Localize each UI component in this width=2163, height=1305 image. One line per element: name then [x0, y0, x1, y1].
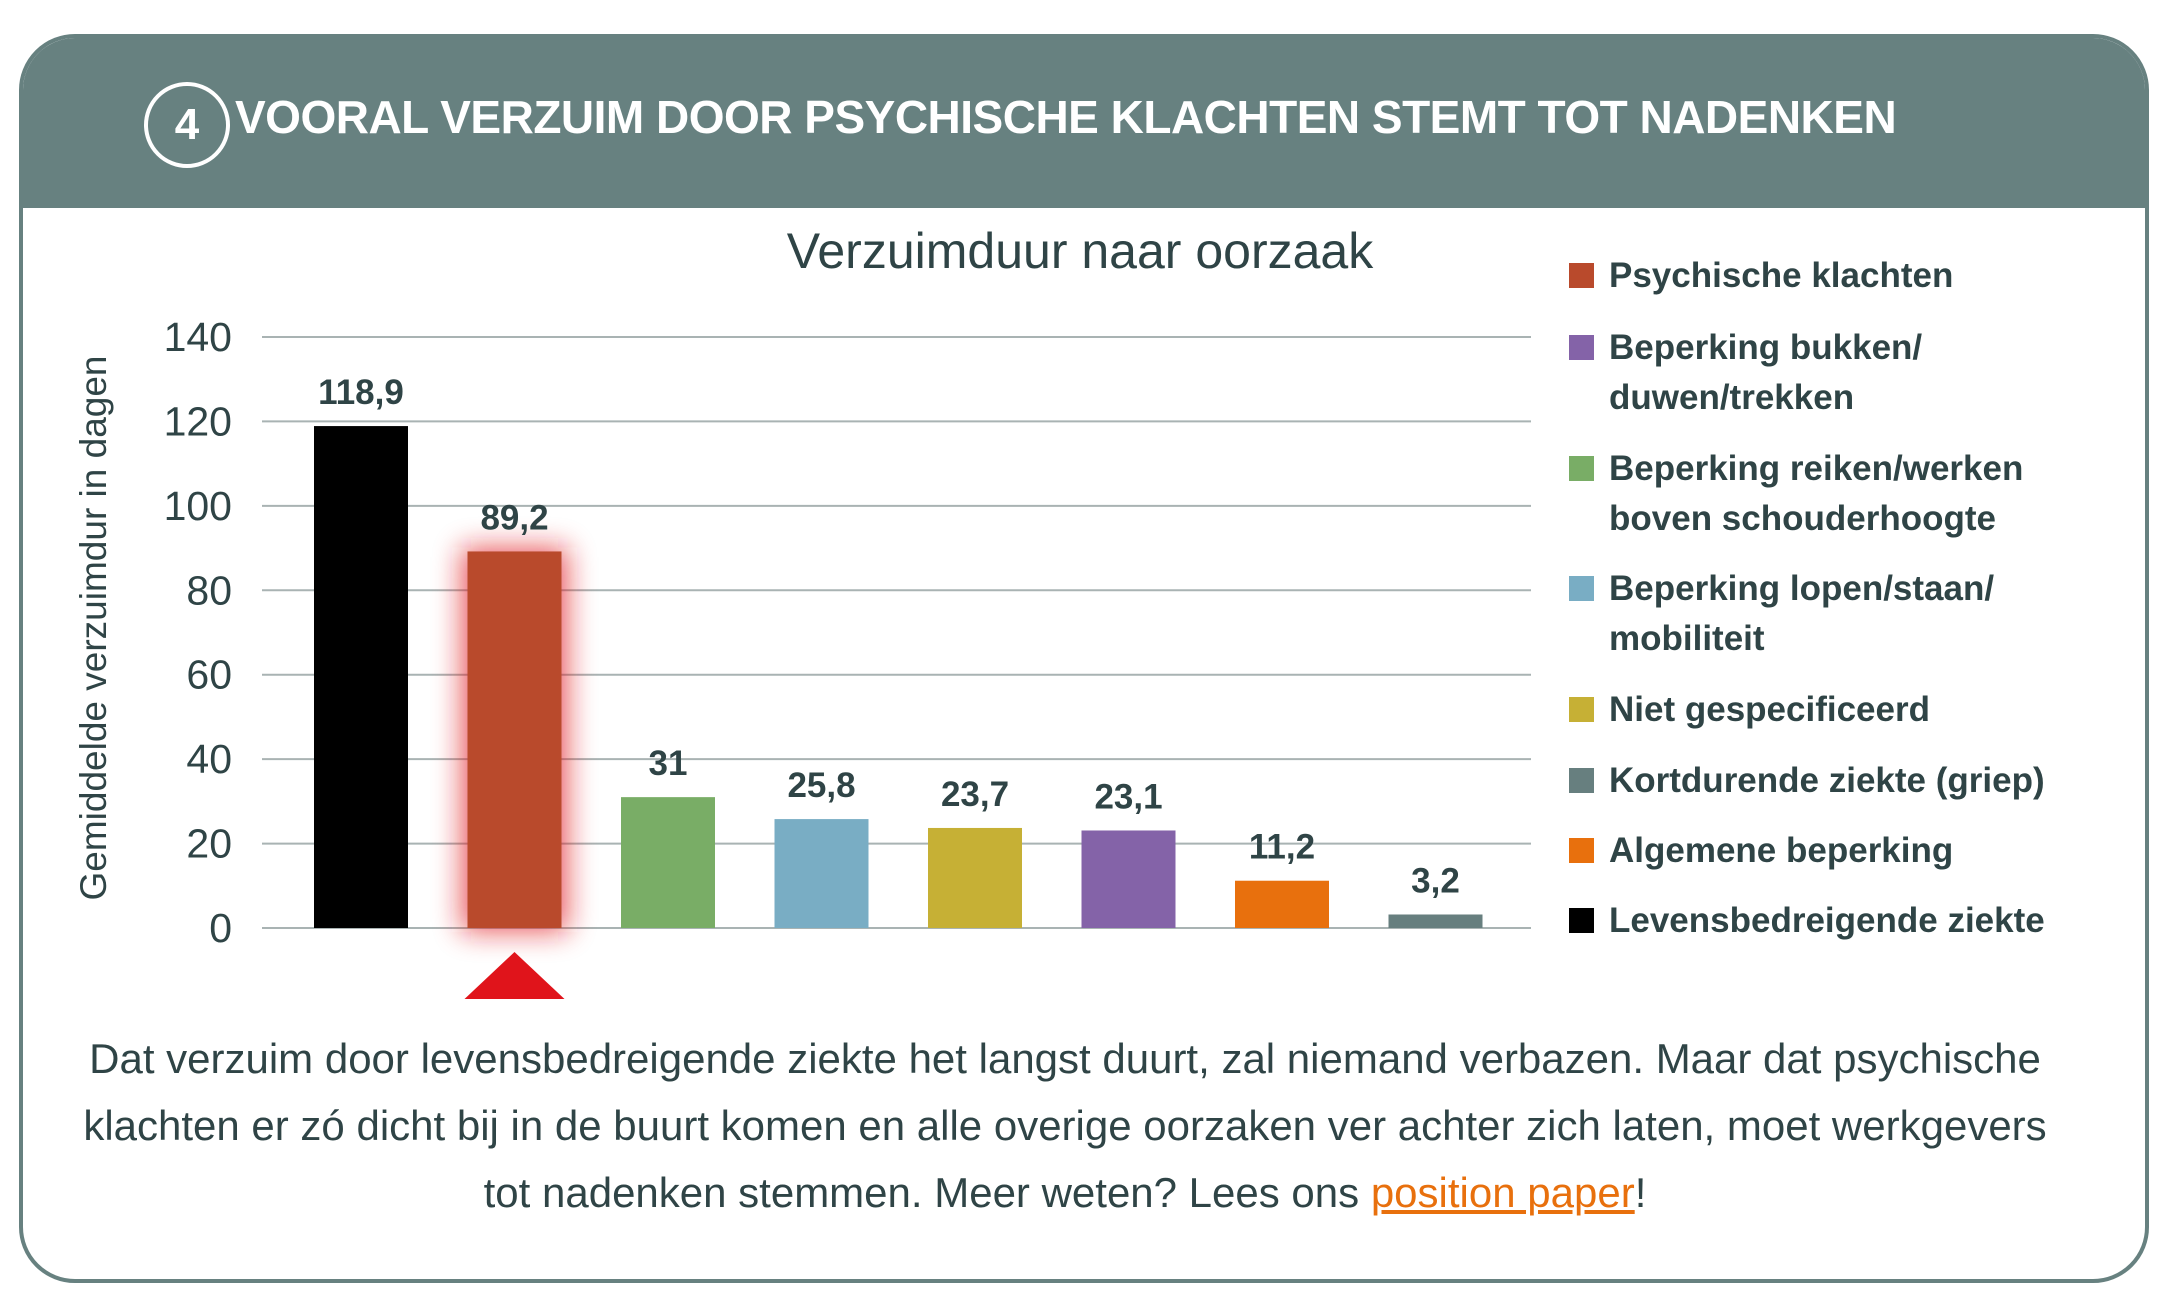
legend-swatch [1569, 456, 1594, 481]
bar [314, 426, 408, 928]
legend-swatch [1569, 576, 1594, 601]
legend-label-line: Algemene beperking [1609, 831, 1954, 870]
legend-swatch [1569, 908, 1594, 933]
footer-body: Dat verzuim door levensbedreigende ziekt… [83, 1035, 2047, 1216]
footer-text: Dat verzuim door levensbedreigende ziekt… [60, 1025, 2070, 1226]
bar [774, 819, 869, 928]
legend-label: Kortdurende ziekte (griep) [1609, 756, 2045, 806]
legend-item: Psychische klachten [1569, 251, 1953, 301]
chart-title: Verzuimduur naar oorzaak [787, 223, 1374, 279]
bar-value-label: 11,2 [1249, 828, 1315, 867]
header-title: VOORAL VERZUIM DOOR PSYCHISCHE KLACHTEN … [235, 91, 1897, 143]
legend-label-line: boven schouderhoogte [1609, 499, 1996, 538]
bar-value-label: 3,2 [1411, 861, 1460, 900]
legend-label: Psychische klachten [1609, 251, 1953, 301]
legend-label: Beperking lopen/staan/mobiliteit [1609, 564, 1994, 664]
bar-value-label: 89,2 [480, 498, 548, 537]
legend-label: Beperking reiken/werken boven schouderhoo… [1609, 444, 2023, 544]
bar-value-label: 23,7 [941, 775, 1009, 814]
legend-label: Algemene beperking [1609, 826, 1953, 876]
legend-item: Kortdurende ziekte (griep) [1569, 756, 2045, 806]
highlight-arrow-icon [464, 952, 565, 999]
legend-item: Levensbedreigende ziekte [1569, 896, 2045, 946]
legend-item: Beperking bukken/duwen/trekken [1569, 323, 1922, 423]
bar-value-label: 23,1 [1094, 777, 1162, 816]
legend-swatch [1569, 697, 1594, 722]
section-number-badge: 4 [144, 82, 230, 168]
y-tick-label: 120 [164, 398, 232, 444]
footer-end: ! [1634, 1169, 1647, 1216]
legend-item: Beperking reiken/werken boven schouderhoo… [1569, 444, 2023, 544]
bar-value-label: 25,8 [787, 766, 855, 805]
legend-label: Levensbedreigende ziekte [1609, 896, 2045, 946]
legend-swatch [1569, 335, 1594, 360]
legend-label: Beperking bukken/duwen/trekken [1609, 323, 1922, 423]
legend-label-line: Beperking bukken/ [1609, 328, 1923, 367]
bar-value-label: 31 [649, 744, 688, 783]
bar [1081, 830, 1176, 928]
y-tick-label: 40 [186, 736, 232, 782]
bar [1235, 880, 1329, 928]
y-tick-label: 60 [186, 652, 232, 698]
y-tick-label: 100 [164, 483, 232, 529]
position-paper-link[interactable]: position paper [1370, 1169, 1635, 1216]
legend-label-line: Beperking reiken/werken [1609, 449, 2024, 488]
legend-label: Niet gespecificeerd [1609, 685, 1930, 735]
y-tick-label: 140 [164, 314, 232, 360]
bar [928, 827, 1022, 928]
header-bar: 4 VOORAL VERZUIM DOOR PSYCHISCHE KLACHTE… [23, 38, 2145, 208]
legend-item: Beperking lopen/staan/mobiliteit [1569, 564, 1994, 664]
bar-value-label: 118,9 [318, 373, 404, 412]
legend-item: Algemene beperking [1569, 826, 1953, 876]
legend-label-line: Levensbedreigende ziekte [1609, 901, 2045, 940]
legend-swatch [1569, 838, 1594, 863]
y-tick-label: 80 [186, 567, 232, 613]
legend-swatch [1569, 768, 1594, 793]
bar [467, 551, 562, 928]
bar [621, 797, 715, 928]
legend-item: Niet gespecificeerd [1569, 685, 1930, 735]
legend-label-line: Beperking lopen/staan/ [1609, 569, 1995, 608]
y-tick-label: 0 [209, 905, 232, 951]
y-axis-label: Gemiddelde verzuimdur in dagen [73, 355, 114, 900]
legend-label-line: mobiliteit [1609, 619, 1765, 658]
legend-swatch [1569, 263, 1594, 288]
legend-label-line: Kortdurende ziekte (griep) [1609, 761, 2045, 800]
bar [1388, 914, 1483, 928]
y-tick-label: 20 [186, 821, 232, 867]
legend-label-line: Psychische klachten [1609, 256, 1954, 295]
legend-label-line: Niet gespecificeerd [1609, 690, 1930, 729]
legend-label-line: duwen/trekken [1609, 378, 1855, 417]
